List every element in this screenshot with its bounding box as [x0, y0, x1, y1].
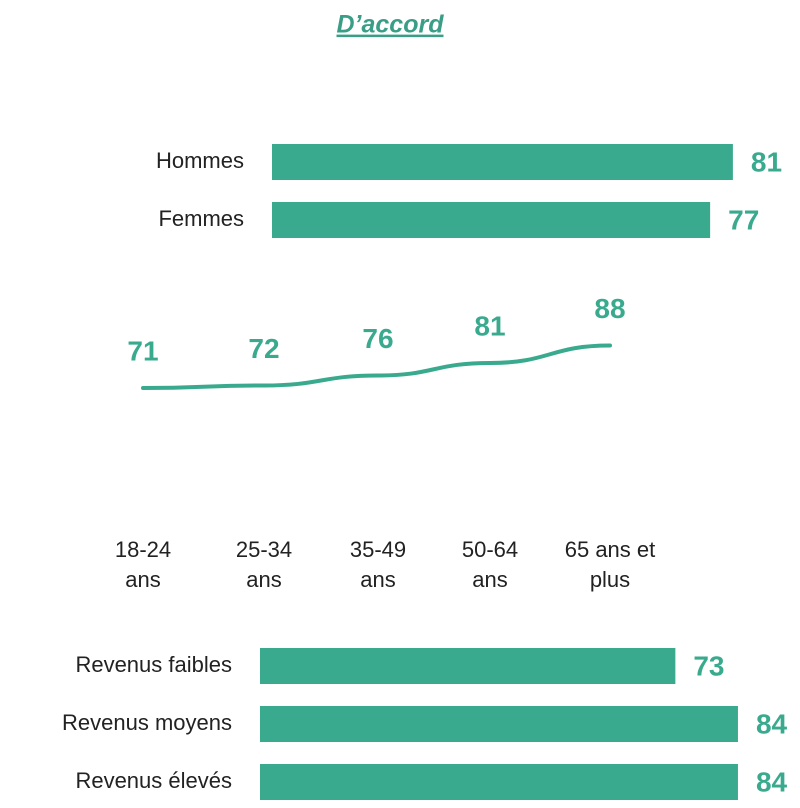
category-label: Revenus moyens [62, 710, 232, 735]
value-label: 81 [474, 310, 505, 341]
x-tick-label: 25-34 ans [235, 537, 293, 592]
bar [260, 648, 676, 684]
x-tick-label: 35-49 ans [349, 537, 407, 592]
value-label: 71 [127, 335, 158, 366]
value-label: 84 [756, 766, 788, 797]
value-label: 77 [728, 204, 759, 235]
chart-title: D’accord [337, 11, 445, 39]
value-label: 81 [751, 146, 782, 177]
category-label: Revenus faibles [75, 652, 232, 677]
bar [260, 706, 738, 742]
category-label: Hommes [156, 148, 244, 173]
category-label: Femmes [158, 206, 244, 231]
x-tick-label: 50-64 ans [461, 537, 519, 592]
value-label: 76 [362, 323, 393, 354]
value-label: 73 [693, 650, 724, 681]
line [141, 343, 612, 390]
value-label: 72 [248, 333, 279, 364]
x-tick-label: 65 ans et plus [564, 537, 656, 592]
bar [272, 144, 733, 180]
bar [260, 764, 738, 800]
x-tick-label: 18-24 ans [114, 537, 172, 592]
value-label: 84 [756, 708, 788, 739]
category-label: Revenus élevés [75, 768, 232, 793]
bar [272, 202, 711, 238]
value-label: 88 [594, 293, 625, 324]
